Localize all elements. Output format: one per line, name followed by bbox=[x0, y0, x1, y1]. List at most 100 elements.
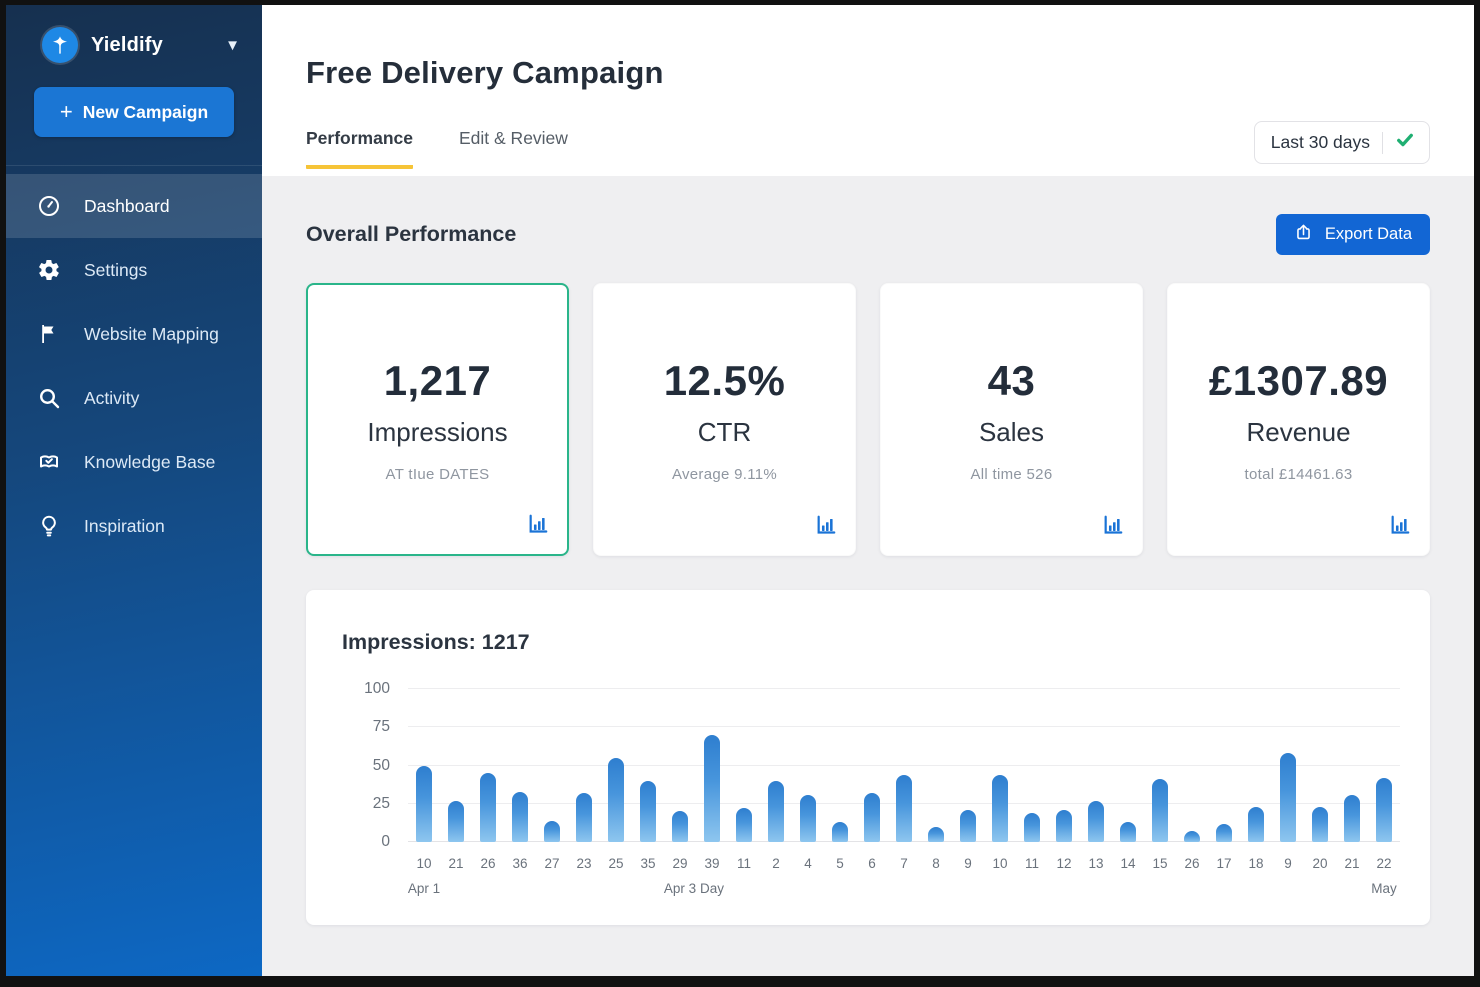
chart-bar bbox=[1216, 823, 1232, 842]
chart-bar bbox=[1120, 822, 1136, 842]
tab-performance[interactable]: Performance bbox=[306, 128, 413, 169]
bar-chart-icon[interactable] bbox=[527, 513, 549, 540]
x-label-column: 5 bbox=[824, 856, 856, 871]
x-label-column: 7 bbox=[888, 856, 920, 871]
x-tick-label: 6 bbox=[868, 856, 876, 871]
export-data-button[interactable]: Export Data bbox=[1275, 214, 1430, 255]
x-tick-label: 21 bbox=[448, 856, 464, 871]
x-label-column: 21 bbox=[1336, 856, 1368, 871]
x-tick-label: 14 bbox=[1120, 856, 1136, 871]
x-label-column: 22 bbox=[1368, 856, 1400, 871]
x-tick-label: 22 bbox=[1376, 856, 1392, 871]
chart-bar bbox=[864, 793, 880, 842]
new-campaign-button[interactable]: + New Campaign bbox=[34, 87, 234, 137]
chart-bar bbox=[448, 800, 464, 842]
chart-bar bbox=[896, 774, 912, 842]
x-sublabel-column bbox=[1208, 881, 1240, 899]
stat-card-ctr[interactable]: 12.5% CTR Average 9.11% bbox=[593, 283, 856, 556]
gridline bbox=[408, 688, 1400, 689]
flag-icon bbox=[36, 321, 62, 347]
x-sublabel-column bbox=[952, 881, 984, 899]
chart-bar bbox=[608, 757, 624, 842]
bar-column bbox=[600, 757, 632, 842]
gridline bbox=[408, 726, 1400, 728]
bar-column bbox=[1112, 822, 1144, 842]
x-label-column: 36 bbox=[504, 856, 536, 871]
stat-card-revenue[interactable]: £1307.89 Revenue total £14461.63 bbox=[1167, 283, 1430, 556]
bar-column bbox=[1240, 806, 1272, 842]
y-tick-label: 100 bbox=[364, 680, 390, 697]
chart-plot-row: 100 75 50 25 0 bbox=[342, 680, 1400, 850]
bar-chart-icon[interactable] bbox=[815, 514, 837, 541]
x-sublabel-column bbox=[984, 881, 1016, 899]
bar-column bbox=[824, 822, 856, 842]
x-sublabel-column bbox=[856, 881, 888, 899]
sidebar-item-knowledge-base[interactable]: Knowledge Base bbox=[6, 430, 262, 494]
sidebar-item-label: Knowledge Base bbox=[84, 451, 216, 472]
bar-column bbox=[1080, 800, 1112, 842]
bar-column bbox=[408, 765, 440, 842]
sidebar-item-label: Activity bbox=[84, 387, 140, 408]
x-tick-label: 13 bbox=[1088, 856, 1104, 871]
x-tick-label: 27 bbox=[544, 856, 560, 871]
chart-bar bbox=[1344, 794, 1360, 842]
sidebar-item-label: Dashboard bbox=[84, 195, 170, 216]
stat-value: 43 bbox=[987, 356, 1036, 404]
stat-card-impressions[interactable]: 1,217 Impressions AT tIue DATES bbox=[306, 283, 569, 556]
x-sublabel-column bbox=[1240, 881, 1272, 899]
x-sublabel-column bbox=[824, 881, 856, 899]
x-tick-label: 10 bbox=[992, 856, 1008, 871]
stat-cards: 1,217 Impressions AT tIue DATES 12.5% CTR Ave… bbox=[306, 283, 1430, 556]
account-switcher[interactable]: Yieldify ▼ bbox=[6, 27, 262, 63]
x-label-column: 2 bbox=[760, 856, 792, 871]
bar-column bbox=[696, 734, 728, 842]
tab-edit-review[interactable]: Edit & Review bbox=[459, 128, 568, 148]
x-label-column: 13 bbox=[1080, 856, 1112, 871]
chart-y-axis: 100 75 50 25 0 bbox=[342, 680, 390, 850]
x-tick-label: 18 bbox=[1248, 856, 1264, 871]
x-sublabel-column bbox=[728, 881, 760, 899]
sidebar-item-inspiration[interactable]: Inspiration bbox=[6, 494, 262, 558]
chart-bar bbox=[672, 811, 688, 842]
plus-icon: + bbox=[59, 99, 73, 124]
date-range-value: Last 30 days bbox=[1270, 132, 1370, 152]
x-label-column: 9 bbox=[1272, 856, 1304, 871]
x-tick-label: 9 bbox=[964, 856, 972, 871]
stat-value: 1,217 bbox=[383, 356, 492, 404]
date-range-select[interactable]: Last 30 days bbox=[1253, 121, 1430, 164]
x-sublabel-column: Day bbox=[696, 881, 728, 899]
sidebar-item-website-mapping[interactable]: Website Mapping bbox=[6, 302, 262, 366]
x-sublabel: May bbox=[1371, 881, 1397, 896]
sidebar-menu: Dashboard Settings Website Mapping Activity… bbox=[6, 165, 262, 558]
bar-column bbox=[856, 793, 888, 842]
sidebar-item-activity[interactable]: Activity bbox=[6, 366, 262, 430]
x-sublabel-column bbox=[600, 881, 632, 899]
chart-bar bbox=[1152, 779, 1168, 842]
stat-value: £1307.89 bbox=[1208, 356, 1389, 404]
x-sublabel-column bbox=[1080, 881, 1112, 899]
stat-card-sales[interactable]: 43 Sales All time 526 bbox=[880, 283, 1143, 556]
x-label-column: 17 bbox=[1208, 856, 1240, 871]
stat-label: CTR bbox=[697, 416, 752, 447]
x-tick-label: 29 bbox=[672, 856, 688, 871]
sidebar-item-dashboard[interactable]: Dashboard bbox=[6, 174, 262, 238]
bar-column bbox=[504, 791, 536, 842]
x-label-column: 39 bbox=[696, 856, 728, 871]
x-sublabel-column bbox=[920, 881, 952, 899]
x-sublabel-column: May bbox=[1368, 881, 1400, 899]
bar-chart-icon[interactable] bbox=[1102, 514, 1124, 541]
bar-chart-icon[interactable] bbox=[1389, 514, 1411, 541]
chart-bar bbox=[640, 780, 656, 842]
chart-bar bbox=[416, 765, 432, 842]
x-sublabel-column bbox=[888, 881, 920, 899]
tabs: Performance Edit & Review bbox=[306, 128, 568, 169]
x-tick-label: 5 bbox=[836, 856, 844, 871]
x-tick-label: 36 bbox=[512, 856, 528, 871]
x-sublabel-column bbox=[1016, 881, 1048, 899]
chart-bar bbox=[1024, 812, 1040, 842]
bar-column bbox=[568, 793, 600, 842]
bar-column bbox=[472, 773, 504, 842]
bar-column bbox=[728, 808, 760, 842]
x-label-column: 11 bbox=[728, 856, 760, 871]
sidebar-item-settings[interactable]: Settings bbox=[6, 238, 262, 302]
